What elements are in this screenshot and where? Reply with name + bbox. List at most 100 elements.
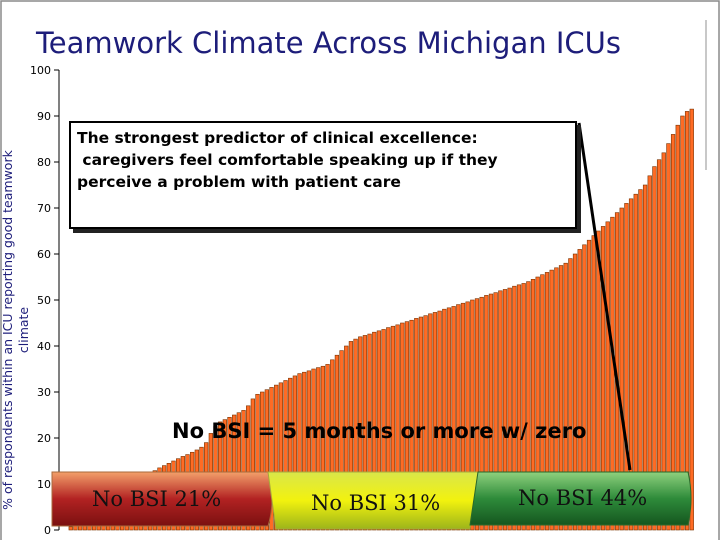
bar	[316, 367, 321, 531]
chart-title: Teamwork Climate Across Michigan ICUs	[36, 26, 621, 60]
bar	[549, 269, 554, 531]
bar	[600, 226, 606, 531]
bar	[358, 336, 363, 531]
bar	[460, 302, 466, 531]
bar	[255, 393, 260, 531]
callout-box: The strongest predictor of clinical exce…	[69, 121, 577, 229]
bar	[605, 221, 610, 531]
bar	[68, 526, 73, 531]
bar	[306, 370, 312, 531]
bsi-group-label-1: No BSI 21%	[92, 487, 222, 511]
callout-line-3: perceive a problem with patient care	[77, 173, 401, 191]
bar	[521, 283, 526, 531]
y-tick-label: 100	[30, 64, 51, 77]
callout-line-2: caregivers feel comfortable speaking up …	[77, 151, 498, 169]
y-tick-label: 40	[37, 340, 51, 353]
bar	[568, 258, 573, 531]
bsi-group-green-banner	[469, 471, 692, 526]
bsi-group-yellow-banner	[267, 471, 479, 530]
bar	[446, 307, 452, 531]
bar	[680, 115, 685, 531]
bar	[554, 267, 559, 531]
bar	[320, 365, 326, 531]
bar	[484, 295, 489, 531]
bar	[325, 364, 330, 531]
bar	[652, 166, 657, 531]
bar	[530, 278, 536, 531]
bar	[670, 134, 676, 531]
bar	[479, 296, 484, 531]
bar	[526, 281, 531, 531]
y-axis: 0 10 20 30 40 50 60 70 80 90 100	[30, 64, 60, 537]
bar	[362, 335, 368, 531]
bar	[540, 274, 545, 531]
bar	[372, 331, 377, 531]
bar	[423, 315, 428, 531]
bar	[292, 375, 298, 531]
bar	[339, 350, 344, 531]
pointer-line-right	[577, 122, 632, 471]
bar	[311, 368, 316, 531]
bar	[577, 249, 582, 531]
bar	[456, 304, 461, 531]
bar	[610, 216, 615, 531]
bar	[297, 373, 302, 531]
bar	[661, 152, 666, 531]
bar	[428, 313, 433, 531]
bar	[512, 285, 517, 531]
callout-line-1: The strongest predictor of clinical exce…	[77, 129, 478, 147]
bar	[642, 184, 648, 531]
bar	[451, 306, 456, 531]
bar	[283, 380, 288, 531]
bar	[488, 293, 494, 531]
bar	[507, 287, 512, 531]
bar	[400, 322, 405, 531]
bar	[596, 230, 601, 531]
bsi-group-label-2: No BSI 31%	[311, 491, 441, 515]
bar	[638, 189, 643, 531]
bar	[404, 321, 410, 531]
bar	[302, 371, 307, 531]
bar	[348, 341, 354, 531]
bar	[260, 391, 265, 531]
bar	[390, 325, 396, 531]
bar	[442, 308, 447, 531]
bar	[633, 193, 638, 531]
bar	[395, 324, 400, 531]
bar	[274, 384, 279, 531]
bar	[330, 359, 335, 531]
y-tick-label: 10	[37, 478, 51, 491]
bar	[656, 159, 662, 531]
bar	[264, 389, 270, 531]
bar	[367, 333, 372, 531]
decorative-rule	[705, 20, 707, 170]
bar	[666, 143, 671, 531]
y-tick-label: 80	[37, 156, 51, 169]
y-tick-label: 50	[37, 294, 51, 307]
bar	[414, 318, 419, 531]
bar	[344, 345, 349, 531]
bar	[558, 265, 564, 531]
bar	[432, 312, 438, 531]
no-bsi-definition-note: No BSI = 5 months or more w/ zero	[172, 419, 587, 443]
bar	[278, 382, 284, 531]
bar	[628, 198, 634, 531]
bar	[498, 290, 503, 531]
bar	[516, 284, 522, 531]
bar	[493, 292, 498, 531]
bar	[465, 301, 470, 531]
bar	[288, 377, 293, 531]
bar	[684, 111, 690, 531]
bar	[353, 338, 358, 531]
bar	[250, 398, 255, 531]
bar	[619, 207, 624, 531]
y-tick-label: 70	[37, 202, 51, 215]
bar	[586, 239, 592, 531]
bar	[376, 330, 382, 531]
bar	[544, 272, 550, 531]
bar	[624, 203, 629, 531]
bar	[689, 108, 694, 531]
bar	[334, 354, 340, 531]
